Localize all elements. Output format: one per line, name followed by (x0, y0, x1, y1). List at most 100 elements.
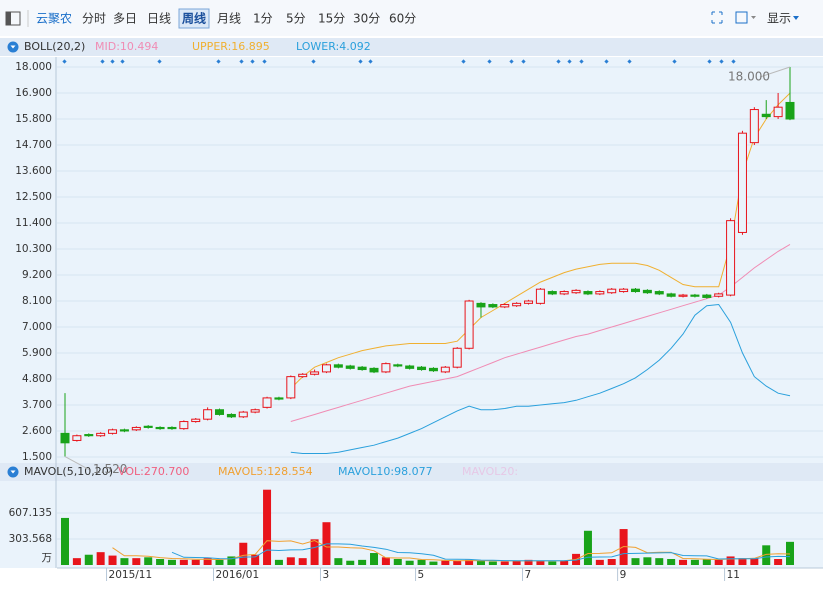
candle-body (440, 366, 450, 373)
volume-bar (191, 559, 200, 565)
candle-body (143, 425, 153, 428)
volume-bar (786, 541, 794, 565)
candle-body (524, 300, 534, 304)
volume-bar (215, 559, 224, 565)
candle-body (571, 289, 581, 294)
period-tab[interactable]: 月线 (217, 12, 241, 26)
volume-bar (120, 558, 129, 565)
volume-bar (167, 559, 176, 565)
volume-bar (679, 559, 688, 565)
candle-body (500, 304, 510, 308)
candle-body (96, 432, 106, 437)
volume-bar (84, 554, 93, 565)
price-panel (0, 57, 823, 463)
y-tick-label: 3.700 (22, 399, 52, 411)
legend-label: LOWER:4.092 (296, 40, 371, 53)
volume-bar (96, 552, 105, 565)
volume-bar (417, 559, 426, 565)
candle-body (226, 413, 236, 418)
volume-bar (274, 559, 283, 565)
mavol-line (171, 543, 791, 562)
display-button[interactable]: 显示 (767, 12, 791, 26)
volume-bar (441, 560, 450, 565)
y-tick-label: 1.500 (22, 451, 52, 463)
period-tab[interactable]: 30分 (353, 12, 380, 26)
volume-bar (203, 558, 212, 565)
y-tick-label: 7.000 (22, 321, 52, 333)
volume-bar (655, 558, 664, 565)
period-tab[interactable]: 5分 (286, 12, 306, 26)
volume-bar (61, 517, 69, 565)
y-tick-label: 10.300 (15, 243, 52, 255)
volume-bar (346, 560, 355, 565)
candle-body (726, 220, 736, 296)
period-tab[interactable]: 1分 (253, 12, 273, 26)
boll-title: BOLL(20,2) (24, 40, 85, 53)
y-tick-label: 14.700 (15, 139, 52, 151)
fullscreen-icon[interactable] (711, 11, 723, 24)
candle-body (559, 291, 569, 295)
volume-bar (726, 556, 735, 565)
volume-bar (583, 530, 592, 565)
stock-name[interactable]: 云聚农 (36, 12, 72, 26)
checkbox[interactable] (735, 11, 748, 24)
candle-body (345, 365, 355, 369)
candle-body (619, 288, 629, 293)
candle-body (607, 288, 617, 294)
period-tab[interactable]: 60分 (389, 12, 416, 26)
candle-body (452, 347, 462, 368)
candle-body (393, 364, 403, 367)
legend-label: MAVOL10:98.077 (338, 465, 433, 478)
volume-bar (702, 559, 711, 565)
candle-body (666, 293, 676, 297)
period-tab[interactable]: 15分 (318, 12, 345, 26)
x-tick-label: 7 (525, 569, 532, 581)
volume-bar (179, 559, 188, 565)
candle-body (773, 106, 783, 118)
candle-body (131, 426, 141, 431)
volume-bar (370, 553, 379, 565)
volume-bar (381, 557, 390, 565)
candle-body (464, 300, 474, 349)
candle-body (262, 397, 272, 408)
x-tick-label: 2015/11 (109, 569, 153, 581)
y-tick-label: 11.400 (15, 217, 52, 229)
volume-bar (108, 555, 117, 565)
candle-body (84, 434, 94, 437)
period-tab[interactable]: 多日 (113, 12, 137, 26)
candle-body (286, 376, 296, 399)
toggle-arrow (10, 45, 16, 49)
period-tab[interactable]: 日线 (147, 12, 171, 26)
volume-bar (690, 559, 699, 565)
x-tick-label: 2016/01 (216, 569, 260, 581)
volume-bar (762, 545, 771, 565)
candle-body (179, 421, 189, 430)
y-tick-label: 303.568 (9, 533, 52, 545)
x-tick-label: 3 (322, 569, 329, 581)
volume-bar (643, 557, 652, 565)
period-tab[interactable]: 分时 (82, 12, 106, 26)
volume-bar (476, 560, 485, 565)
y-tick-label: 5.900 (22, 347, 52, 359)
candle-body (357, 366, 367, 371)
volume-bar (560, 560, 569, 565)
period-tab[interactable]: 周线 (182, 11, 206, 26)
x-tick-label: 5 (418, 569, 425, 581)
y-tick-label: 18.000 (15, 61, 52, 73)
candle-body (737, 132, 747, 233)
volume-bar (488, 561, 497, 565)
volume-bar (774, 559, 783, 565)
y-tick-label: 13.600 (15, 165, 52, 177)
legend-label: UPPER:16.895 (192, 40, 270, 53)
annotation: 18.000 (728, 70, 770, 84)
annotation-line (759, 66, 791, 78)
volume-bar (144, 557, 153, 565)
volume-bar (239, 542, 248, 565)
volume-bar (631, 558, 640, 565)
candle-body (630, 288, 640, 293)
candle-body (72, 435, 82, 441)
candle-body (333, 364, 343, 368)
volume-bar (429, 561, 438, 565)
candle-body (547, 291, 557, 295)
volume-bar (263, 489, 272, 565)
